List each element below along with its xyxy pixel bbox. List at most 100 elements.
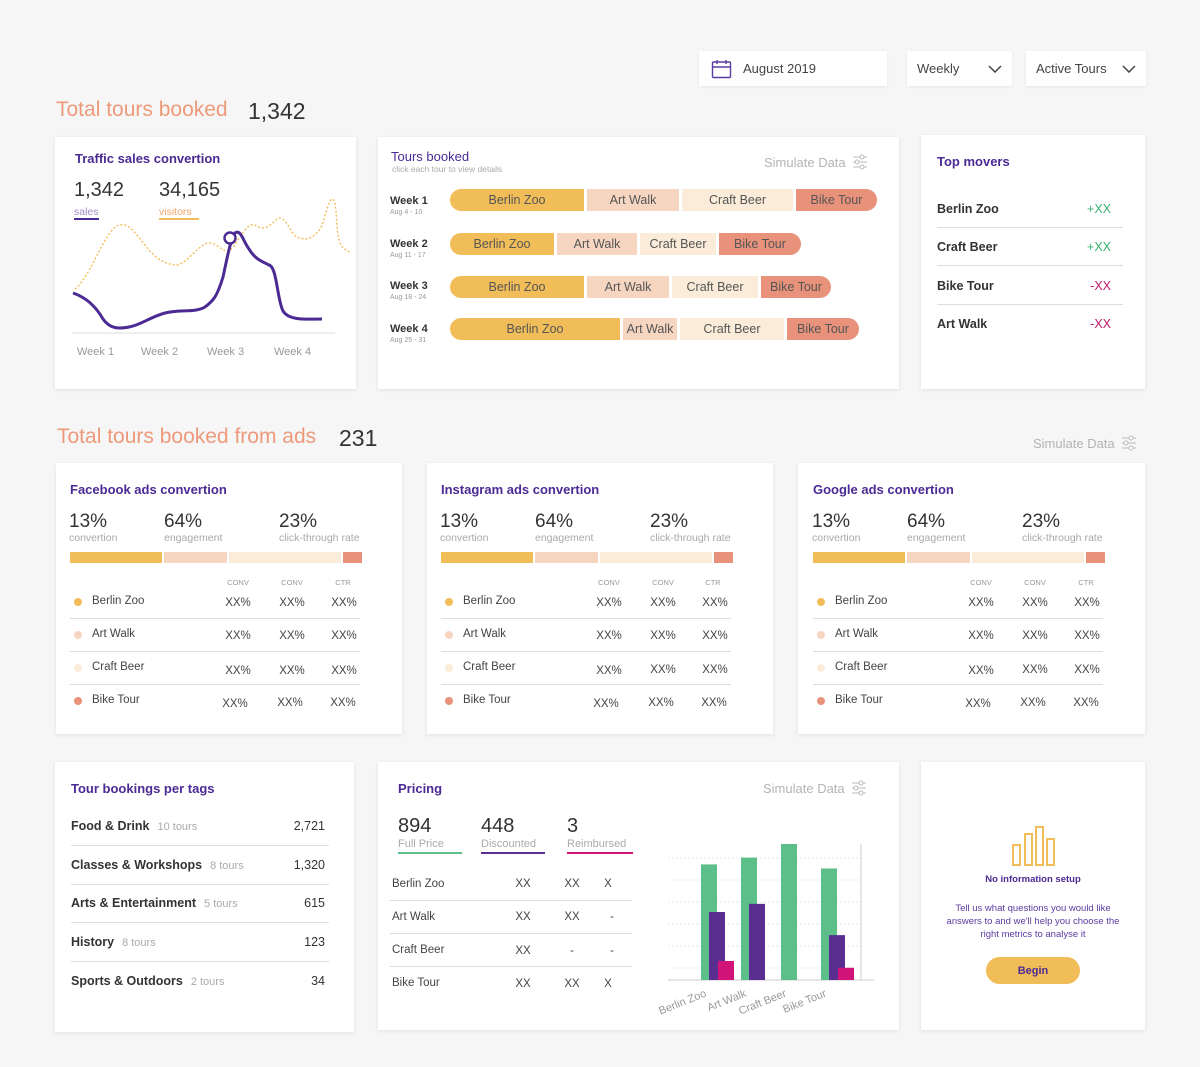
sales-value: 1,342 (74, 179, 125, 201)
ad-row[interactable]: Berlin Zoo XX% XX% XX% (441, 586, 731, 619)
conversion-bar (813, 552, 1105, 563)
segment-berlin-zoo[interactable]: Berlin Zoo (450, 189, 584, 211)
segment-craft-beer[interactable]: Craft Beer (680, 318, 784, 340)
google-ads-card: Google ads convertion 13% convertion 64% e… (798, 463, 1145, 734)
sales-label: sales (74, 206, 99, 220)
pricing-row[interactable]: Bike Tour XX XX X (392, 977, 612, 990)
tag-row[interactable]: Sports & Outdoors 2 tours 34 (71, 973, 325, 988)
ad-row[interactable]: Art Walk XX% XX% XX% (70, 619, 360, 652)
tag-row[interactable]: Classes & Workshops 8 tours 1,320 (71, 846, 329, 885)
tour-filter-select[interactable]: Active Tours (1026, 51, 1146, 86)
mover-name: Art Walk (937, 317, 988, 331)
bar-craft-beer-full-price[interactable] (781, 844, 797, 980)
x-label-week2: Week 2 (141, 346, 179, 358)
ad-row[interactable]: Bike Tour XX% XX% XX% (813, 685, 1103, 718)
col-header: CONV (1024, 578, 1046, 587)
mover-change: +XX (1087, 239, 1111, 254)
ctr-stat: 23% click-through rate (650, 511, 731, 544)
mover-row[interactable]: Berlin Zoo +XX (937, 190, 1123, 228)
conversion-bar (441, 552, 733, 563)
segment-berlin-zoo[interactable]: Berlin Zoo (450, 276, 584, 298)
card-title: Pricing (398, 781, 443, 796)
x-label-week4: Week 4 (274, 346, 312, 358)
segment-bike-tour[interactable]: Bike Tour (796, 189, 877, 211)
segment-art-walk[interactable]: Art Walk (587, 189, 679, 211)
col-header: CTR (335, 578, 351, 587)
ad-row[interactable]: Bike Tour XX% XX% XX% (70, 685, 360, 718)
period-select[interactable]: Weekly (907, 51, 1012, 86)
engagement-stat: 64% engagement (535, 511, 594, 544)
calendar-icon (711, 59, 732, 78)
ad-row[interactable]: Craft Beer XX% XX% XX% (813, 652, 1103, 685)
segment-bike-tour[interactable]: Bike Tour (761, 276, 831, 298)
sliders-icon (851, 780, 866, 796)
visitors-line (74, 198, 351, 290)
ad-row[interactable]: Craft Beer XX% XX% XX% (70, 652, 360, 685)
tag-row[interactable]: History 8 tours 123 (71, 923, 329, 962)
total-ads-value: 231 (339, 425, 378, 451)
col-header: CONV (970, 578, 992, 587)
date-label: August 2019 (743, 61, 817, 76)
mover-name: Bike Tour (937, 278, 994, 293)
ad-row[interactable]: Art Walk XX% XX% XX% (441, 619, 731, 652)
segment-art-walk[interactable]: Art Walk (623, 318, 677, 340)
segment-art-walk[interactable]: Art Walk (557, 233, 637, 255)
legend-dot (74, 598, 82, 606)
legend-dot (74, 697, 82, 705)
traffic-line-chart (72, 198, 351, 334)
segment-berlin-zoo[interactable]: Berlin Zoo (450, 318, 620, 340)
bar-art-walk-discounted[interactable] (749, 903, 765, 980)
ad-row[interactable]: Berlin Zoo XX% XX% XX% (813, 586, 1103, 619)
segment-craft-beer[interactable]: Craft Beer (640, 233, 716, 255)
pricing-row[interactable]: Berlin Zoo XX XX X (390, 868, 632, 901)
conversion-stat: 13% convertion (440, 511, 489, 544)
card-title: Top movers (937, 154, 1010, 169)
simulate-data-button[interactable]: Simulate Data (763, 780, 867, 796)
tag-row[interactable]: Food & Drink 10 tours 2,721 (71, 807, 329, 846)
tags-card: Tour bookings per tags Food & Drink 10 to… (55, 762, 354, 1032)
card-title: Traffic sales convertion (75, 151, 221, 166)
period-label: Weekly (917, 61, 960, 76)
visitors-stat: 34,165 visitors (159, 179, 220, 220)
segment-bike-tour[interactable]: Bike Tour (719, 233, 801, 255)
begin-button[interactable]: Begin (986, 957, 1080, 984)
ctr-stat: 23% click-through rate (279, 511, 360, 544)
tag-row[interactable]: Arts & Entertainment 5 tours 615 (71, 884, 329, 923)
mover-row[interactable]: Bike Tour -XX (937, 267, 1123, 305)
simulate-data-button[interactable]: Simulate Data (764, 154, 868, 170)
mover-row[interactable]: Craft Beer +XX (937, 228, 1123, 266)
col-header: CONV (227, 578, 249, 587)
col-header: CONV (652, 578, 674, 587)
bar-berlin-zoo-reimbursed[interactable] (718, 960, 734, 980)
segment-bike-tour[interactable]: Bike Tour (787, 318, 859, 340)
segment-berlin-zoo[interactable]: Berlin Zoo (450, 233, 554, 255)
segment-craft-beer[interactable]: Craft Beer (682, 189, 793, 211)
pricing-row[interactable]: Art Walk XX XX - (390, 901, 632, 934)
mover-row[interactable]: Art Walk -XX (937, 305, 1123, 343)
visitors-value: 34,165 (159, 179, 221, 201)
chevron-down-icon (1122, 64, 1136, 73)
bar-bike-tour-reimbursed[interactable] (838, 967, 854, 980)
facebook-ads-card: Facebook ads convertion 13% convertion 64… (56, 463, 402, 734)
info-title: No information setup (985, 874, 1081, 885)
sliders-icon (852, 154, 867, 170)
segment-craft-beer[interactable]: Craft Beer (672, 276, 758, 298)
pricing-row[interactable]: Craft Beer XX - - (390, 934, 632, 967)
segment-art-walk[interactable]: Art Walk (587, 276, 669, 298)
conversion-bar (70, 552, 362, 563)
col-header: CTR (1078, 578, 1094, 587)
conversion-stat: 13% convertion (69, 511, 118, 544)
mover-change: +XX (1087, 201, 1111, 216)
legend-dot (445, 664, 453, 672)
card-title: Instagram ads convertion (441, 482, 600, 497)
simulate-data-button[interactable]: Simulate Data (1033, 435, 1137, 451)
ad-row[interactable]: Berlin Zoo XX% XX% XX% (70, 586, 360, 619)
ad-row[interactable]: Art Walk XX% XX% XX% (813, 619, 1103, 652)
legend-dot (817, 631, 825, 639)
week-3-bar: Berlin Zoo Art Walk Craft Beer Bike Tour (450, 276, 880, 298)
ad-row[interactable]: Craft Beer XX% XX% XX% (441, 652, 731, 685)
engagement-stat: 64% engagement (907, 511, 966, 544)
ad-row[interactable]: Bike Tour XX% XX% XX% (441, 685, 731, 718)
date-picker[interactable]: August 2019 (699, 51, 887, 86)
